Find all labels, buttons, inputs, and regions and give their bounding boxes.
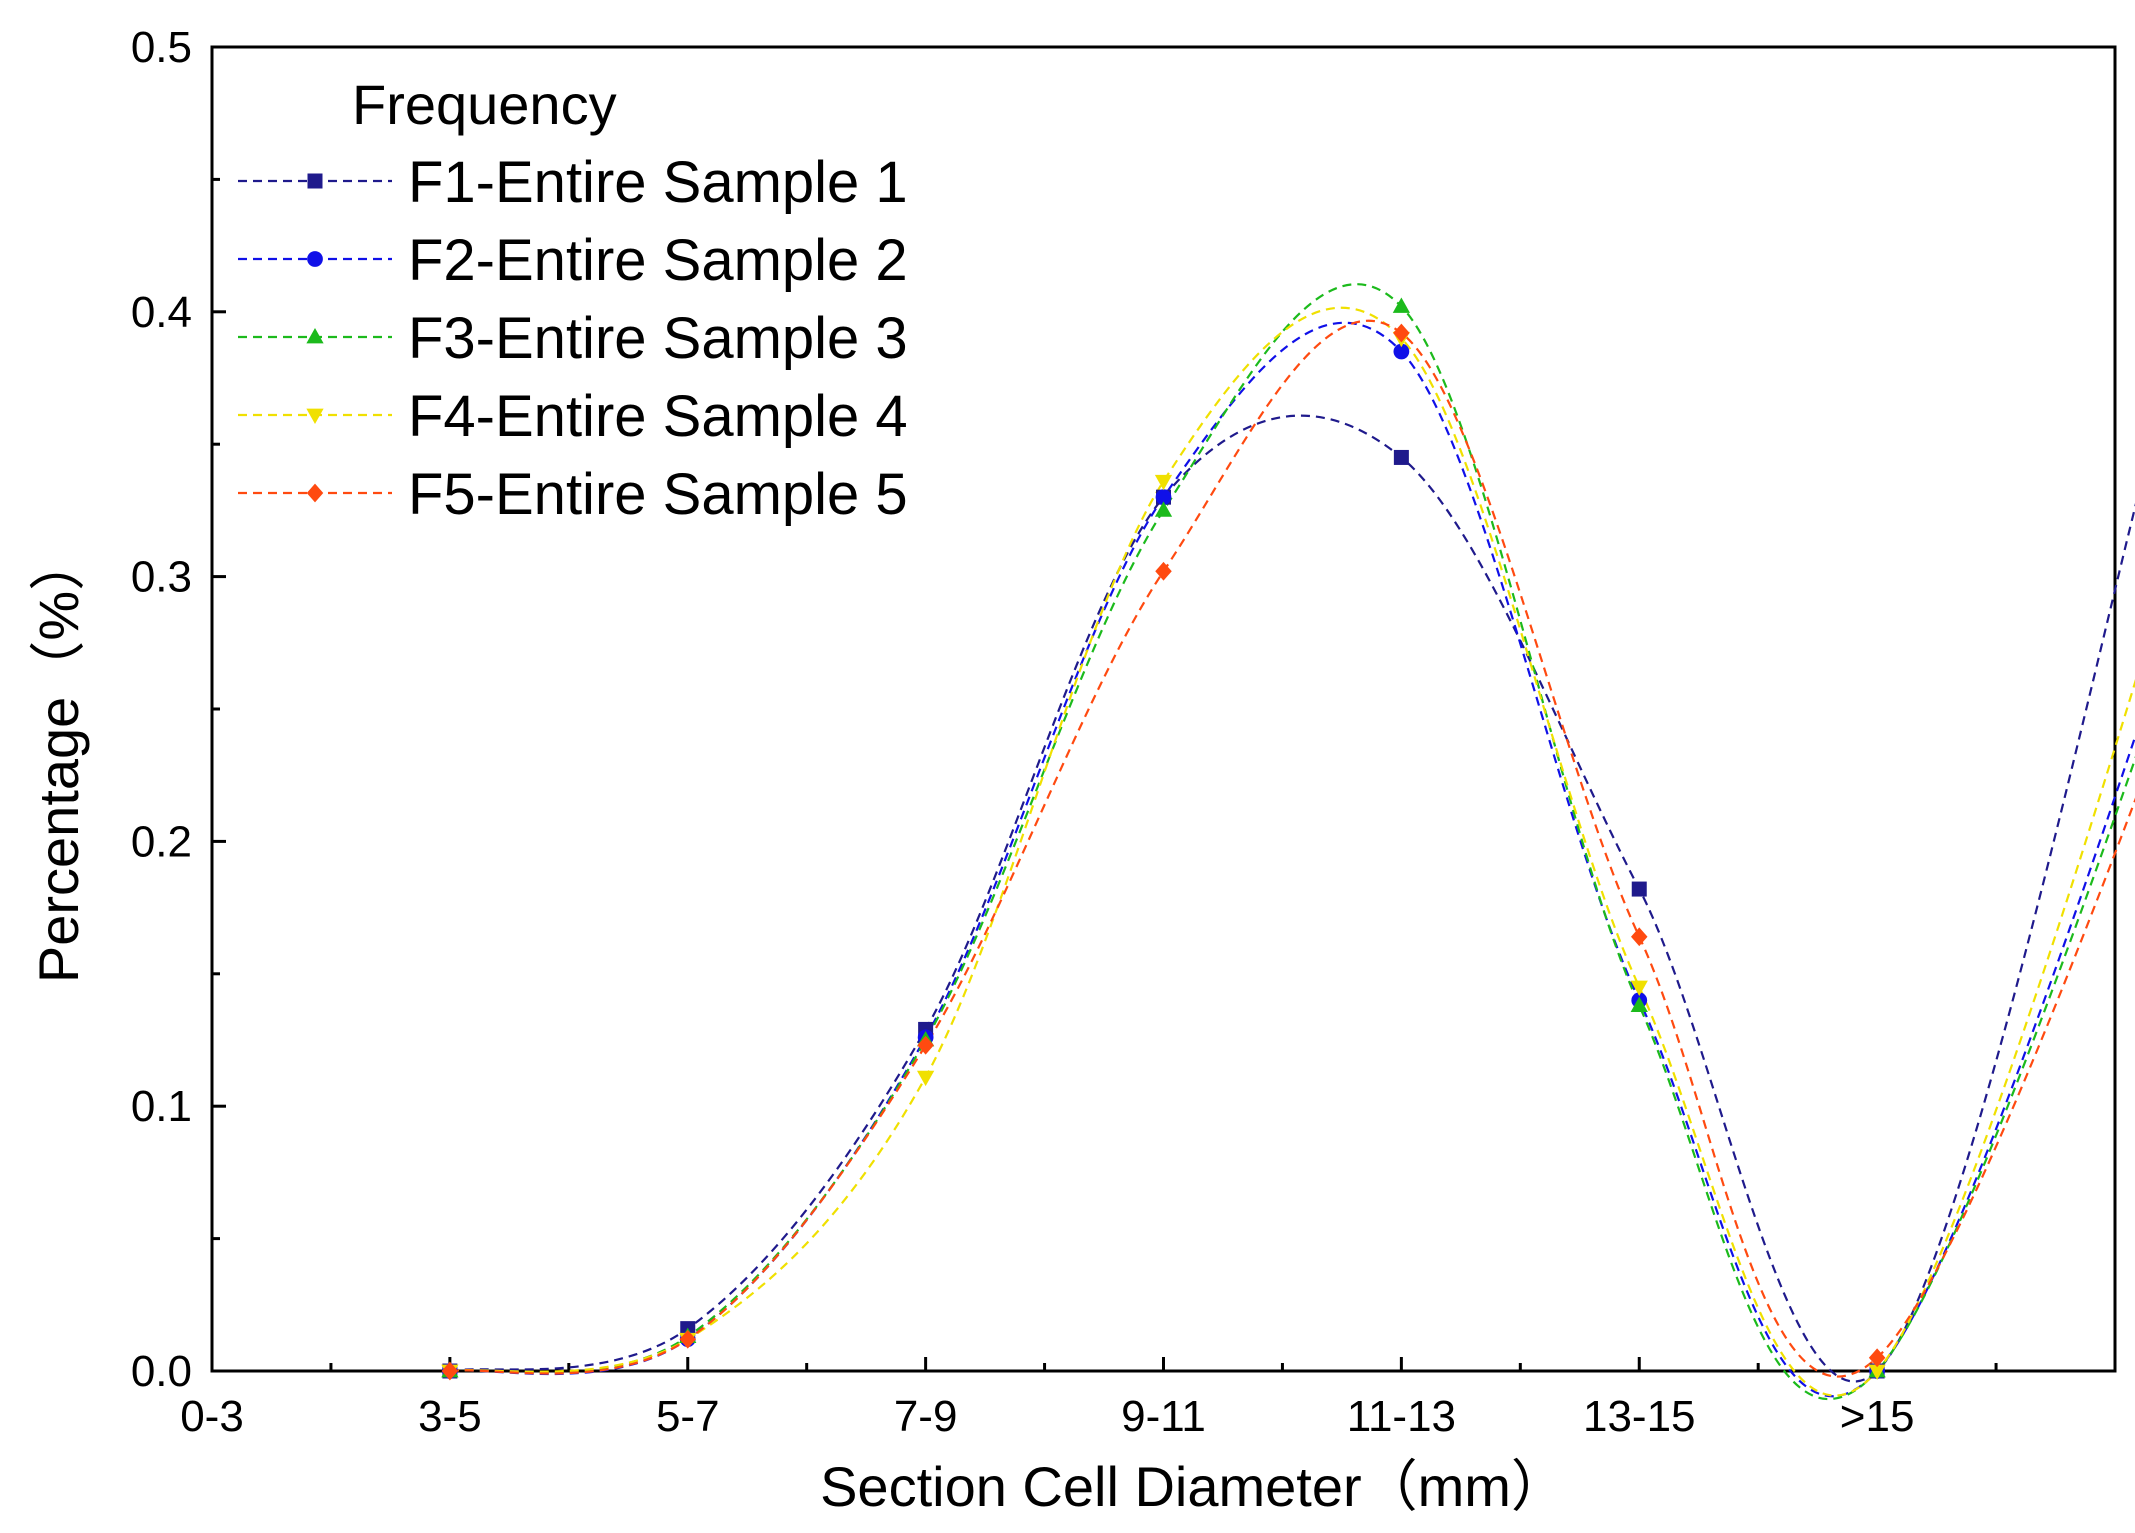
data-point-series-4 <box>1154 474 1173 491</box>
legend-marker-2 <box>307 251 323 267</box>
data-point-series-5 <box>1631 927 1648 947</box>
y-tick-label: 0.2 <box>131 817 192 866</box>
legend-label-2: F2-Entire Sample 2 <box>408 228 908 293</box>
x-tick-label: 5-7 <box>656 1392 720 1441</box>
legend: Frequency F1-Entire Sample 1 F2-Entire Sa… <box>238 73 908 527</box>
y-tick-label: 0.3 <box>131 553 192 602</box>
data-point-series-5 <box>679 1329 696 1349</box>
x-tick-label: 3-5 <box>418 1392 482 1441</box>
data-point-series-1 <box>1631 881 1647 897</box>
data-point-series-3 <box>1630 996 1648 1012</box>
legend-title: Frequency <box>352 73 617 136</box>
axes: 0-3 3-5 5-7 7-9 9-11 11-13 13-15 >15 0.0 0.1 0.2 0.… <box>131 23 2117 1441</box>
y-tick-label: 0.5 <box>131 23 192 72</box>
series-markers <box>441 297 1886 1381</box>
legend-marker-4 <box>306 408 324 424</box>
data-point-series-4 <box>917 1070 935 1087</box>
data-point-series-1 <box>1393 449 1409 465</box>
legend-marker-1 <box>307 173 323 189</box>
data-point-series-5 <box>1868 1348 1886 1368</box>
x-axis-title: Section Cell Diameter（mm） <box>820 1455 1567 1518</box>
x-tick-label: 0-3 <box>180 1392 244 1441</box>
legend-marker-3 <box>306 328 324 344</box>
data-point-series-2 <box>1155 489 1172 506</box>
y-tick-label: 0.4 <box>131 288 192 337</box>
x-tick-label: 11-13 <box>1347 1392 1456 1441</box>
series-curve-5 <box>449 319 2135 1378</box>
data-point-series-2 <box>1393 343 1410 360</box>
legend-marker-5 <box>306 483 324 503</box>
data-point-series-3 <box>1392 297 1410 313</box>
y-tick-label: 0.1 <box>131 1082 192 1131</box>
x-tick-label: >15 <box>1840 1392 1915 1441</box>
data-point-series-5 <box>1155 561 1172 581</box>
legend-label-5: F5-Entire Sample 5 <box>408 462 908 527</box>
data-point-series-4 <box>1630 980 1648 997</box>
data-point-series-5 <box>1393 323 1410 343</box>
y-axis-title: Percentage（%） <box>27 535 90 983</box>
x-tick-label: 7-9 <box>894 1392 958 1441</box>
legend-label-1: F1-Entire Sample 1 <box>408 150 908 215</box>
data-point-series-5 <box>917 1035 934 1055</box>
x-tick-label: 9-11 <box>1121 1392 1206 1441</box>
x-tick-label: 13-15 <box>1583 1392 1696 1441</box>
data-point-series-5 <box>441 1361 459 1381</box>
y-tick-label: 0.0 <box>131 1347 192 1396</box>
legend-label-4: F4-Entire Sample 4 <box>408 384 908 449</box>
series-curve-1 <box>449 414 2135 1383</box>
series-curve-4 <box>449 306 2135 1397</box>
data-point-series-3 <box>1154 501 1173 517</box>
data-point-series-4 <box>1868 1364 1886 1380</box>
legend-label-3: F3-Entire Sample 3 <box>408 306 908 371</box>
